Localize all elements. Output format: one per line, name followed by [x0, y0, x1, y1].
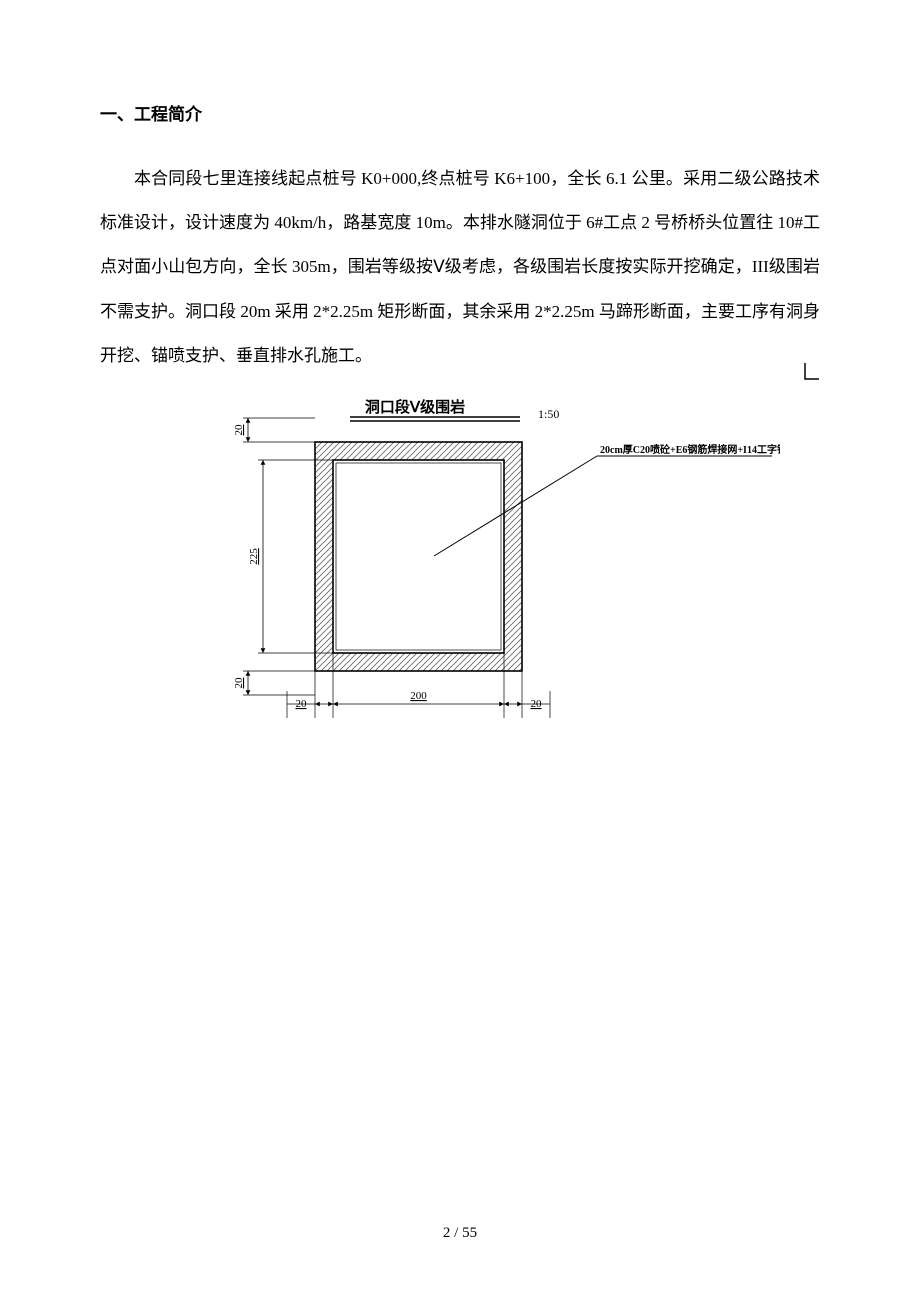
dim-top-20: 20	[233, 424, 245, 436]
dim-bottom-left-20: 20	[233, 677, 245, 689]
corner-mark	[804, 362, 820, 380]
dim-left-225: 225	[248, 548, 260, 565]
body-paragraph: 本合同段七里连接线起点桩号 K0+000,终点桩号 K6+100，全长 6.1 …	[100, 157, 820, 378]
dim-bottom-200: 200	[410, 690, 427, 702]
inner-rect	[333, 460, 504, 653]
diagram-scale: 1:50	[538, 407, 559, 421]
diagram-svg: 洞口段Ⅴ级围岩 1:50 20cm厚C20喷砼+E6钢筋焊接网+I14工字钢 20 22…	[140, 396, 780, 741]
cross-section-diagram: 洞口段Ⅴ级围岩 1:50 20cm厚C20喷砼+E6钢筋焊接网+I14工字钢 20 22…	[100, 396, 820, 741]
diagram-annotation: 20cm厚C20喷砼+E6钢筋焊接网+I14工字钢	[600, 443, 780, 456]
diagram-title: 洞口段Ⅴ级围岩	[365, 398, 465, 416]
page-number: 2 / 55	[0, 1225, 920, 1242]
section-heading: 一、工程简介	[100, 100, 820, 125]
